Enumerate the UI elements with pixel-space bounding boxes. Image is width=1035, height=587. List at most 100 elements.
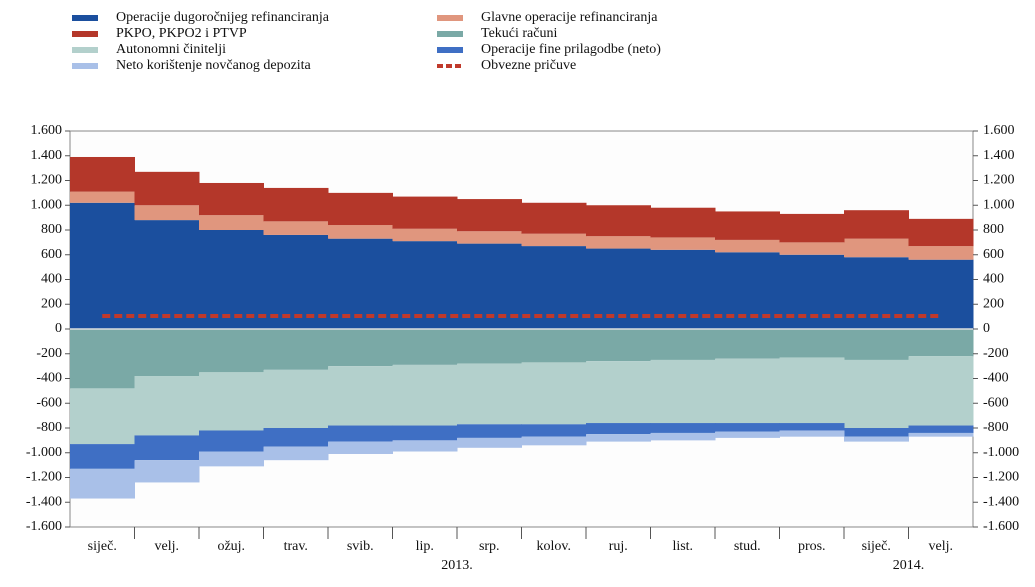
area-segment	[715, 431, 780, 438]
y-tick-label: 600	[983, 247, 1004, 262]
area-segment	[70, 202, 135, 329]
y-tick-label: -1.200	[26, 470, 62, 485]
area-segment	[908, 246, 974, 260]
area-segment	[844, 257, 909, 329]
y-tick-label: 1.200	[983, 173, 1015, 188]
legend-label: Autonomni činitelji	[116, 42, 226, 57]
legend-label: Neto korištenje novčanog depozita	[116, 58, 312, 73]
y-tick-label: -400	[983, 371, 1009, 386]
legend-label: Obvezne pričuve	[481, 58, 576, 73]
area-segment	[70, 444, 135, 469]
x-tick-label: siječ.	[862, 539, 891, 554]
x-tick-label: list.	[672, 539, 693, 554]
y-tick-label: -800	[36, 420, 62, 435]
y-tick-label: 400	[41, 272, 62, 287]
y-tick-label: 400	[983, 272, 1004, 287]
area-segment	[650, 237, 716, 250]
area-segment	[199, 230, 264, 329]
legend-label: Glavne operacije refinanciranja	[481, 10, 658, 25]
area-segment	[521, 202, 587, 234]
area-segment	[70, 388, 135, 445]
x-tick-label: pros.	[798, 539, 826, 554]
area-segment	[457, 231, 522, 244]
y-tick-label: 800	[983, 222, 1004, 237]
y-tick-label: 600	[41, 247, 62, 262]
area-segment	[134, 171, 200, 206]
legend-swatch	[437, 31, 463, 37]
y-tick-label: -1.000	[983, 445, 1019, 460]
area-segment	[908, 329, 974, 357]
area-segment	[779, 242, 845, 255]
area-segment	[263, 369, 329, 428]
area-segment	[328, 366, 393, 426]
area-segment	[586, 361, 651, 424]
area-segment	[779, 357, 845, 424]
area-segment	[199, 372, 264, 431]
y-tick-label: 200	[983, 296, 1004, 311]
area-segment	[328, 441, 393, 454]
area-segment	[392, 196, 458, 229]
legend-label: Operacije dugoročnijeg refinanciranja	[116, 10, 330, 25]
area-segment	[650, 207, 716, 238]
area-segment	[650, 432, 716, 441]
area-segment	[521, 424, 587, 437]
area-segment	[521, 436, 587, 446]
area-segment	[263, 221, 329, 235]
area-segment	[715, 239, 780, 253]
area-segment	[650, 359, 716, 424]
y-tick-label: 0	[55, 321, 62, 336]
x-tick-label: velj.	[155, 539, 180, 554]
area-segment	[586, 236, 651, 249]
y-tick-label: 1.400	[31, 148, 63, 163]
y-tick-label: -1.200	[983, 470, 1019, 485]
area-segment	[457, 329, 522, 364]
area-segment	[650, 329, 716, 360]
area-segment	[392, 329, 458, 365]
legend-swatch	[437, 15, 463, 21]
y-tick-label: 1.000	[31, 197, 63, 212]
area-segment	[328, 225, 393, 239]
area-segment	[263, 446, 329, 461]
x-tick-label: svib.	[347, 539, 374, 554]
y-tick-label: -600	[36, 395, 62, 410]
area-segment	[328, 192, 393, 226]
area-segment	[844, 428, 909, 437]
area-segment	[586, 434, 651, 442]
area-segment	[134, 460, 200, 483]
year-label: 2014.	[893, 558, 925, 573]
area-segment	[263, 234, 329, 329]
area-segment	[199, 430, 264, 452]
y-tick-label: -400	[36, 371, 62, 386]
area-segment	[70, 468, 135, 499]
area-segment	[199, 451, 264, 467]
y-tick-label: 800	[41, 222, 62, 237]
legend-label: PKPO, PKPO2 i PTVP	[116, 26, 247, 41]
year-label: 2013.	[441, 558, 473, 573]
legend-swatch	[72, 31, 98, 37]
y-tick-label: 1.200	[31, 173, 63, 188]
y-tick-label: -800	[983, 420, 1009, 435]
area-segment	[70, 191, 135, 203]
y-tick-label: -1.000	[26, 445, 62, 460]
area-segment	[392, 228, 458, 242]
x-tick-label: velj.	[929, 539, 954, 554]
y-tick-label: -1.400	[26, 494, 62, 509]
area-segment	[715, 358, 780, 424]
area-segment	[908, 259, 974, 329]
legend-swatch	[72, 15, 98, 21]
area-segment	[521, 329, 587, 363]
area-segment	[199, 329, 264, 373]
area-segment	[715, 423, 780, 432]
area-segment	[908, 432, 974, 437]
y-tick-label: 1.000	[983, 197, 1015, 212]
y-tick-label: 200	[41, 296, 62, 311]
x-tick-label: siječ.	[88, 539, 117, 554]
y-tick-label: -1.600	[983, 519, 1019, 534]
area-segment	[908, 425, 974, 433]
x-tick-label: srp.	[479, 539, 500, 554]
area-segment	[844, 436, 909, 442]
x-tick-label: ruj.	[609, 539, 628, 554]
area-segment	[328, 425, 393, 442]
area-segment	[134, 205, 200, 221]
